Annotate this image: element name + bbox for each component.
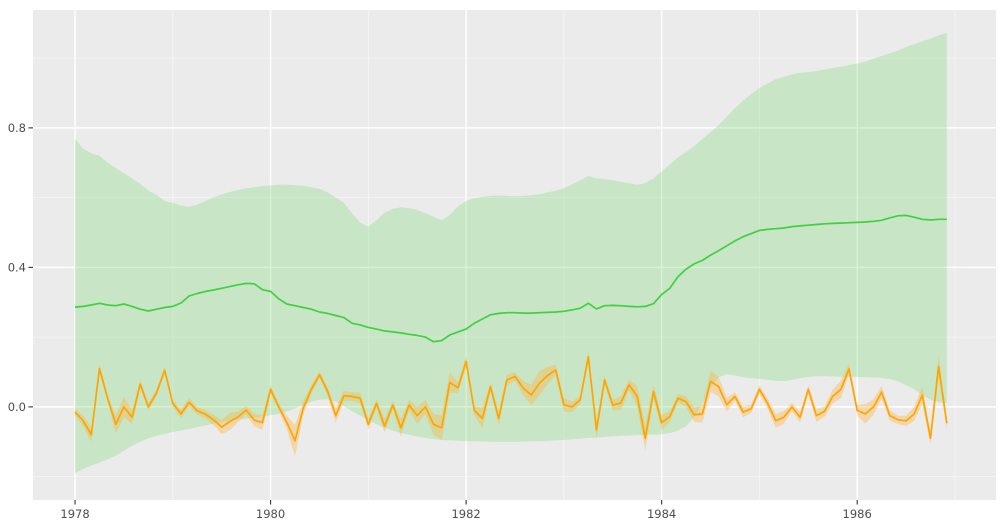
x-tick-label: 1978 [60, 507, 89, 521]
x-tick-label: 1986 [843, 507, 872, 521]
orange-confidence-band [75, 351, 947, 457]
x-tick-label: 1982 [451, 507, 480, 521]
x-tick-label: 1984 [647, 507, 676, 521]
plot-panel [33, 10, 996, 500]
x-tick-label: 1980 [256, 507, 285, 521]
green-trend-line [74, 214, 947, 343]
y-tick-label: 0.4 [8, 260, 26, 274]
orange-series-line [74, 355, 948, 442]
green-confidence-band [75, 32, 947, 474]
y-tick-label: 0.0 [8, 400, 26, 414]
y-tick-label: 0.8 [8, 121, 26, 135]
